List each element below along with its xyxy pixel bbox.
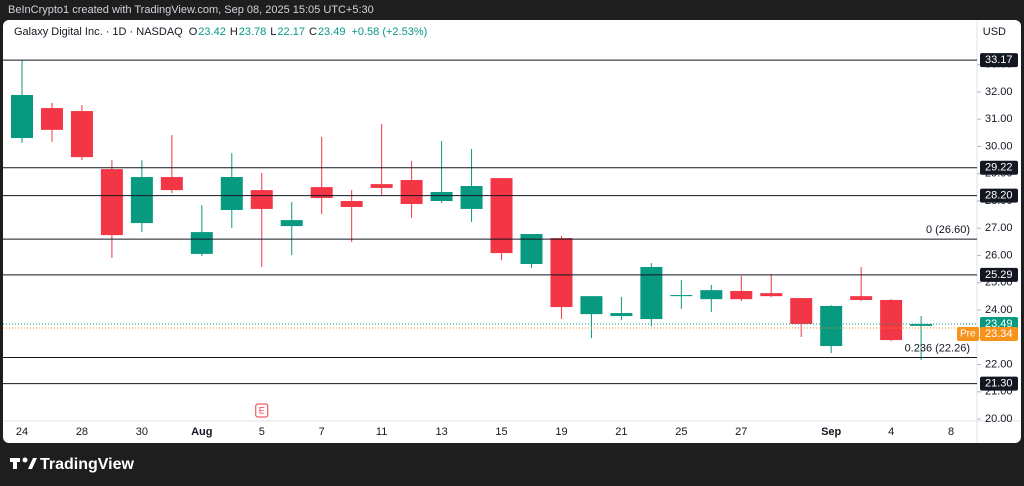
x-tick-label: 8 bbox=[948, 426, 954, 438]
logo-stem bbox=[13, 458, 17, 469]
legend-label: H bbox=[230, 26, 238, 38]
x-tick-label: 27 bbox=[735, 426, 747, 438]
candle-body bbox=[370, 184, 393, 188]
candle-body bbox=[100, 169, 123, 236]
candle-body bbox=[190, 232, 213, 254]
x-tick-label: 11 bbox=[376, 426, 387, 438]
candle-body bbox=[850, 296, 873, 300]
legend-change: +0.58 (+2.53%) bbox=[351, 26, 427, 38]
level-label: 28.20 bbox=[985, 189, 1013, 201]
symbol: Galaxy Digital Inc. · 1D · NASDAQ bbox=[14, 26, 183, 38]
y-tick-label: 32.00 bbox=[985, 86, 1013, 98]
candle-body bbox=[310, 187, 333, 199]
candle-body bbox=[400, 180, 423, 205]
candle-body bbox=[670, 295, 693, 297]
candle-body bbox=[130, 177, 153, 224]
x-tick-label: Sep bbox=[821, 426, 841, 438]
x-tick-label: 19 bbox=[555, 426, 567, 438]
level-label: 29.22 bbox=[985, 162, 1013, 174]
candle-body bbox=[460, 186, 483, 209]
y-tick-label: 24.00 bbox=[985, 304, 1013, 316]
earnings-marker-box bbox=[255, 403, 269, 418]
candle-body bbox=[430, 192, 453, 202]
pre-price-tag bbox=[980, 327, 1018, 342]
x-tick-label: 28 bbox=[76, 426, 88, 438]
level-tag bbox=[980, 267, 1018, 282]
candle-body bbox=[490, 178, 513, 254]
legend: Galaxy Digital Inc. · 1D · NASDAQ O 23.42 H… bbox=[14, 26, 427, 38]
candle-body bbox=[70, 111, 93, 158]
axes: 20.0021.0022.0023.0024.0025.0026.0027.00… bbox=[16, 53, 1018, 438]
last-price-label: 23.49 bbox=[985, 318, 1013, 330]
candle-body bbox=[280, 220, 303, 227]
attribution: BeInCrypto1 created with TradingView.com… bbox=[8, 4, 374, 16]
logo-dot bbox=[22, 457, 28, 463]
pre-tag: Pre bbox=[960, 329, 976, 340]
legend-label: C bbox=[309, 26, 317, 38]
candle-body bbox=[220, 177, 243, 211]
x-tick-label: 4 bbox=[888, 426, 894, 438]
x-tick-label: 24 bbox=[16, 426, 28, 438]
candle-body bbox=[520, 234, 543, 264]
level-tag bbox=[980, 53, 1018, 68]
candle-body bbox=[820, 305, 843, 347]
level-label: 21.30 bbox=[985, 378, 1013, 390]
candle-body bbox=[340, 201, 363, 208]
candle-body bbox=[250, 190, 273, 209]
level-tag bbox=[980, 160, 1018, 175]
fib-label: 0 (26.60) bbox=[926, 224, 970, 236]
fib-label: 0.236 (22.26) bbox=[905, 342, 970, 354]
level-label: 25.29 bbox=[985, 269, 1013, 281]
y-tick-label: 31.00 bbox=[985, 113, 1013, 125]
candle-body bbox=[760, 293, 783, 297]
candle-body bbox=[160, 177, 183, 191]
x-tick-label: 15 bbox=[495, 426, 507, 438]
pre-price-label: 23.34 bbox=[985, 328, 1013, 340]
earnings-marker: E bbox=[259, 405, 265, 415]
brand-name: TradingView bbox=[40, 456, 135, 473]
legend-value: 23.78 bbox=[239, 26, 267, 38]
legend-label: L bbox=[270, 26, 276, 38]
candle-body bbox=[40, 108, 63, 130]
x-tick-label: 7 bbox=[319, 426, 325, 438]
candle-body bbox=[700, 290, 723, 300]
y-tick-label: 30.00 bbox=[985, 140, 1013, 152]
level-tag bbox=[980, 188, 1018, 203]
level-label: 33.17 bbox=[985, 54, 1013, 66]
candle-body bbox=[880, 299, 903, 341]
legend-value: 23.42 bbox=[198, 26, 226, 38]
currency: USD bbox=[983, 26, 1006, 38]
x-tick-label: 5 bbox=[259, 426, 265, 438]
candle-body bbox=[730, 290, 753, 300]
candle-body bbox=[640, 266, 663, 320]
level-tag bbox=[980, 376, 1018, 391]
x-tick-label: Aug bbox=[191, 426, 212, 438]
logo-slash bbox=[28, 458, 37, 469]
y-tick-label: 26.00 bbox=[985, 249, 1013, 261]
y-tick-label: 27.00 bbox=[985, 222, 1013, 234]
legend-label: O bbox=[189, 26, 198, 38]
legend-value: 22.17 bbox=[277, 26, 305, 38]
candle-body bbox=[610, 313, 633, 317]
x-tick-label: 13 bbox=[435, 426, 447, 438]
x-tick-label: 25 bbox=[675, 426, 687, 438]
candle-body bbox=[11, 94, 33, 139]
candle-body bbox=[790, 298, 813, 324]
legend-value: 23.49 bbox=[318, 26, 346, 38]
candle-body bbox=[910, 323, 933, 326]
x-tick-label: 21 bbox=[615, 426, 627, 438]
y-tick-label: 22.00 bbox=[985, 358, 1013, 370]
candle-body bbox=[580, 296, 603, 315]
y-tick-label: 20.00 bbox=[985, 413, 1013, 425]
plot: 0 (26.60) 0.236 (22.26) E bbox=[3, 59, 977, 418]
candle-body bbox=[550, 238, 573, 308]
x-tick-label: 30 bbox=[136, 426, 148, 438]
pre-tag-box bbox=[957, 327, 979, 342]
brand: TradingView bbox=[10, 456, 135, 473]
